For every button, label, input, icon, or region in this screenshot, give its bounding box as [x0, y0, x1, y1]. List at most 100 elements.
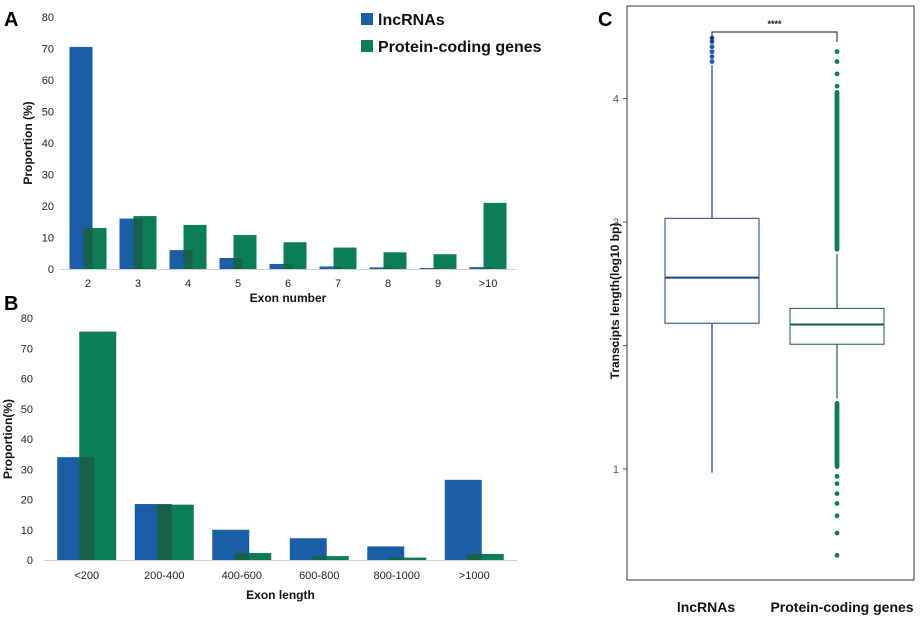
- y-tick-label: 80: [42, 12, 54, 24]
- y-tick-label: 10: [42, 233, 54, 245]
- x-tick-label: <200: [74, 570, 99, 582]
- outlier-point: [709, 44, 715, 50]
- y-tick-label: 1: [613, 464, 619, 476]
- x-tick-label: 7: [335, 278, 341, 290]
- bar-lncrna: [469, 267, 493, 269]
- panel-letter-c: C: [598, 9, 612, 31]
- y-tick-label: 40: [21, 434, 33, 446]
- box-iqr: [664, 217, 760, 324]
- y-axis-title-c: Transcipts length(log10 bp): [608, 223, 622, 380]
- legend-label-lncrna: lncRNAs: [378, 12, 445, 29]
- y-axis-title-a: Proportion (%): [21, 101, 35, 184]
- legend-swatch-lncrna: [361, 13, 373, 25]
- bar-lncrna: [289, 538, 327, 560]
- legend-swatch-protein: [361, 40, 373, 52]
- x-axis-ticks-b: <200 200-400 400-600 600-800 800-1000 >1000: [74, 570, 489, 582]
- chart-transcript-length: 1 2 3 4 **** lncRNAs Protein-coding genes T…: [608, 5, 915, 615]
- y-tick-label: 4: [613, 94, 619, 106]
- y-tick-label: 40: [42, 138, 54, 150]
- y-axis-ticks-b: 0 10 20 30 40 50 60 70 80: [21, 313, 33, 567]
- y-tick-label: 50: [21, 404, 33, 416]
- y-tick-label: 30: [42, 170, 54, 182]
- bar-lncrna: [69, 46, 93, 269]
- bars-a: [69, 46, 507, 269]
- y-tick-label: 60: [42, 75, 54, 87]
- bar-lncrna: [269, 263, 293, 269]
- outlier-point: [709, 59, 715, 64]
- chart-exon-length: 0 10 20 30 40 50 60 70 80 <200 200-400 400-600 600-…: [1, 313, 517, 602]
- bar-lncrna: [444, 479, 482, 560]
- y-tick-label: 50: [42, 107, 54, 119]
- category-label-protein-coding: Protein-coding genes: [770, 599, 913, 615]
- bar-overlap: [156, 504, 172, 560]
- panel-letter-a: A: [4, 9, 18, 31]
- outlier-point: [834, 59, 840, 64]
- boxes-c: [664, 35, 885, 558]
- y-tick-label: 3: [613, 217, 619, 229]
- box-protein-coding: [789, 49, 885, 558]
- bar-overlap: [79, 457, 95, 560]
- outlier-points-dense: [834, 89, 840, 252]
- panel-letter-b: B: [4, 293, 18, 315]
- y-tick-label: 70: [42, 44, 54, 56]
- bar-overlap: [133, 218, 143, 269]
- outlier-point: [834, 49, 840, 55]
- outlier-point: [709, 54, 715, 60]
- bar-protein-coding: [433, 254, 457, 269]
- outlier-point: [834, 473, 840, 479]
- y-tick-label: 0: [48, 264, 54, 276]
- x-tick-label: >10: [479, 278, 498, 290]
- x-axis-title-b: Exon length: [246, 588, 315, 602]
- bar-protein-coding: [333, 247, 357, 269]
- bar-overlap: [83, 228, 93, 269]
- x-tick-label: 6: [285, 278, 291, 290]
- x-tick-label: 400-600: [222, 570, 262, 582]
- y-tick-label: 20: [42, 201, 54, 213]
- outlier-point: [834, 491, 840, 496]
- bar-overlap: [383, 267, 393, 269]
- outlier-point: [834, 83, 840, 89]
- y-tick-label: 0: [27, 555, 33, 567]
- x-axis-title-a: Exon number: [250, 291, 327, 305]
- y-tick-label: 20: [21, 495, 33, 507]
- x-axis-ticks-a: 2 3 4 5 6 7 8 9 >10: [85, 278, 497, 290]
- outlier-point: [834, 530, 840, 536]
- significance-label: ****: [767, 19, 782, 29]
- bar-overlap: [311, 556, 327, 560]
- bar-protein-coding: [466, 553, 504, 560]
- chart-exon-number: 0 10 20 30 40 50 60 70 80 2 3 4 5 6 7 8 9 >10 Exon numbe…: [21, 12, 542, 305]
- outlier-points-dense: [834, 401, 840, 469]
- x-tick-label: 8: [385, 278, 391, 290]
- bar-lncrna: [419, 268, 443, 269]
- bar-overlap: [234, 553, 250, 560]
- x-tick-label: 600-800: [299, 570, 339, 582]
- outlier-point: [834, 513, 840, 519]
- y-tick-label: 10: [21, 525, 33, 537]
- bar-overlap: [183, 250, 193, 269]
- x-tick-label: 3: [135, 278, 141, 290]
- legend-label-protein: Protein-coding genes: [378, 39, 542, 56]
- bar-lncrna: [367, 546, 405, 560]
- bar-lncrna: [219, 257, 243, 269]
- y-axis-ticks-a: 0 10 20 30 40 50 60 70 80: [42, 12, 54, 276]
- bar-overlap: [483, 267, 493, 269]
- bar-protein-coding: [483, 202, 507, 269]
- x-tick-label: 800-1000: [374, 570, 421, 582]
- bar-protein-coding: [383, 252, 407, 269]
- y-tick-label: 70: [21, 343, 33, 355]
- y-tick-label: 80: [21, 313, 33, 325]
- bar-overlap: [333, 266, 343, 269]
- y-tick-label: 30: [21, 464, 33, 476]
- bar-protein-coding: [311, 556, 349, 560]
- x-tick-label: >1000: [459, 570, 490, 582]
- significance-bracket-line: [711, 31, 838, 42]
- outlier-point: [834, 501, 840, 506]
- category-label-lncrnas: lncRNAs: [677, 599, 736, 615]
- x-tick-label: 2: [85, 278, 91, 290]
- box-iqr: [789, 307, 885, 345]
- outlier-point: [709, 49, 715, 55]
- plot-frame-c: [626, 5, 915, 581]
- y-axis-title-b: Proportion(%): [1, 399, 15, 479]
- outlier-point: [834, 71, 840, 77]
